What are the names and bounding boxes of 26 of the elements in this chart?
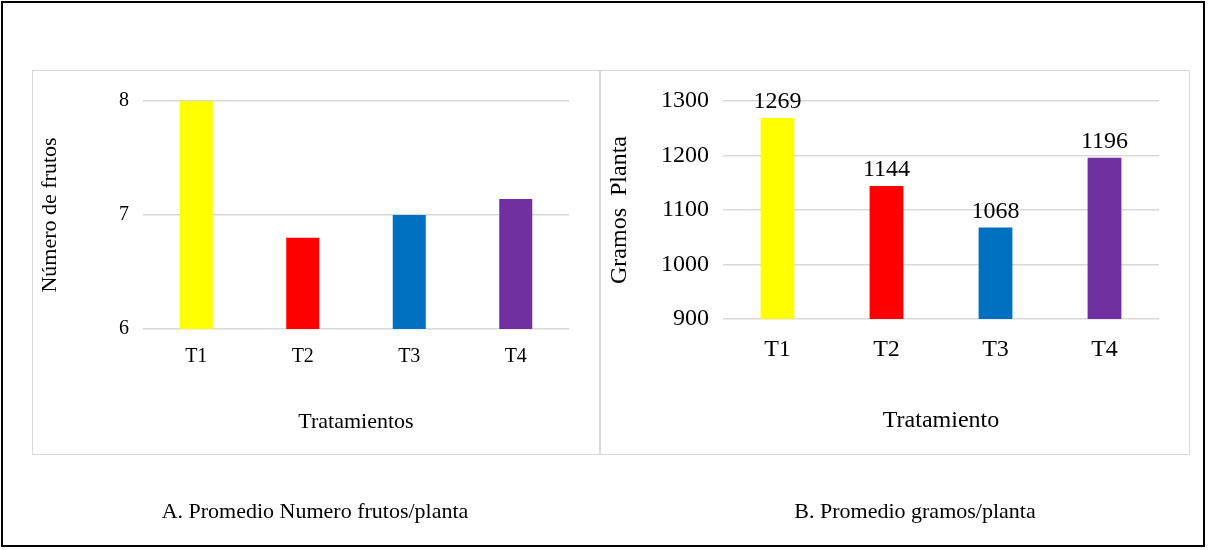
data-label: 1144	[862, 155, 911, 182]
x-tick-label: T4	[504, 344, 527, 367]
x-axis-title: Tratamientos	[298, 407, 414, 433]
y-axis-title: Gramos Planta	[604, 135, 631, 284]
data-label: 1196	[1080, 126, 1129, 153]
x-tick-label: T2	[873, 334, 900, 361]
y-tick-label: 1100	[661, 195, 709, 222]
x-tick-label: T3	[982, 334, 1009, 361]
y-tick-label: 1000	[661, 249, 709, 276]
x-tick-label: T1	[185, 344, 208, 367]
y-tick-label: 900	[673, 304, 709, 331]
y-tick-label: 7	[119, 202, 129, 225]
y-tick-label: 1200	[661, 140, 709, 167]
x-axis-title: Tratamiento	[882, 405, 1000, 432]
text: B. Promedio gramos/planta	[793, 498, 1037, 524]
data-label: 1068	[971, 196, 1020, 223]
data-label: 1269	[753, 87, 802, 114]
y-tick-label: 1300	[661, 86, 709, 113]
y-tick-label: 6	[119, 316, 129, 339]
y-axis-title: Número de frutos	[35, 137, 61, 293]
x-tick-label: T2	[291, 344, 314, 367]
x-tick-label: T4	[1091, 334, 1118, 361]
y-tick-label: 8	[119, 88, 129, 111]
text: A. Promedio Numero frutos/planta	[160, 498, 470, 524]
x-tick-label: T1	[764, 334, 791, 361]
x-tick-label: T3	[398, 344, 421, 367]
